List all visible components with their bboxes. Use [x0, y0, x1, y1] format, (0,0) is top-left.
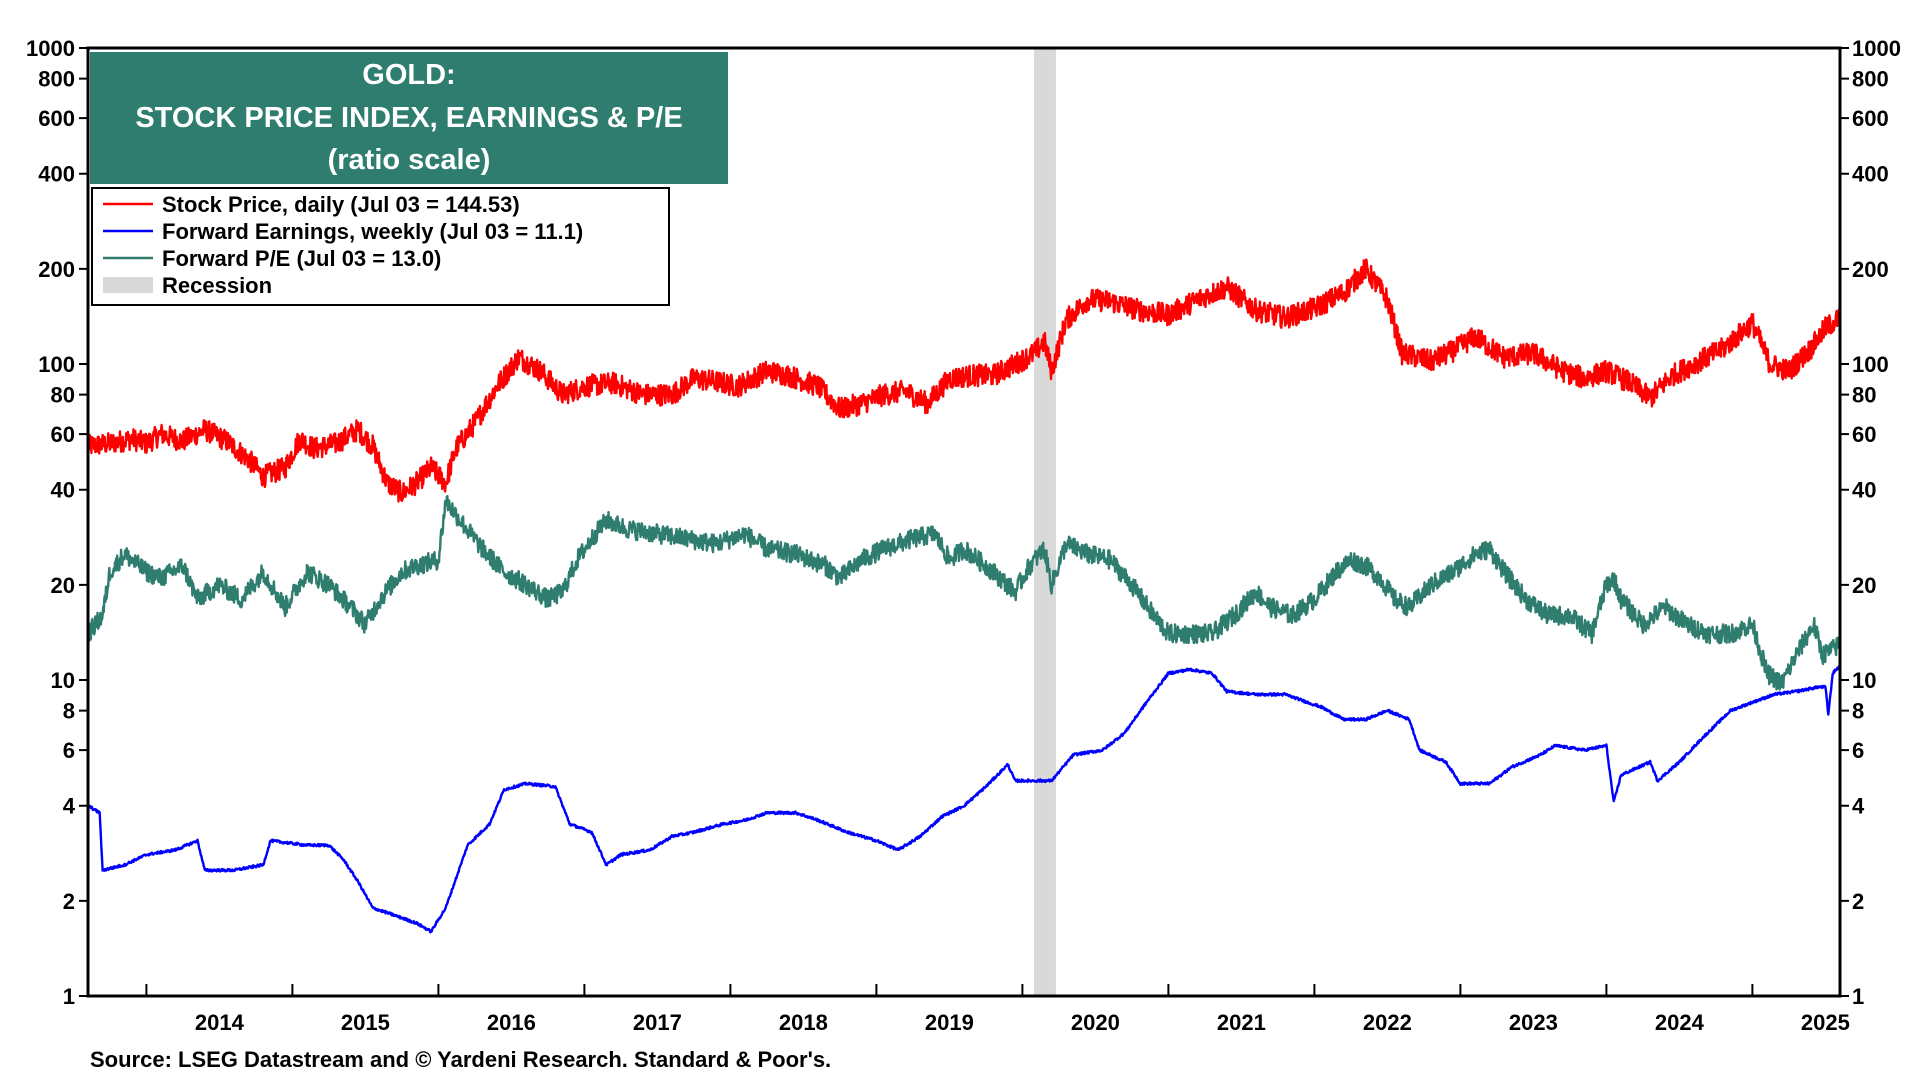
y-left-tick-label: 800 — [38, 67, 75, 92]
y-left-tick-label: 200 — [38, 257, 75, 282]
legend-label-recession: Recession — [162, 273, 272, 298]
x-tick-label: 2025 — [1801, 1010, 1850, 1035]
x-tick-label: 2018 — [779, 1010, 828, 1035]
y-axis-right: 1 2 4 6 8 10 20 40 60 80 100 200 400 600 800 1000 — [1840, 36, 1901, 1009]
y-right-tick-label: 100 — [1852, 352, 1889, 377]
title-line-1: GOLD: — [362, 59, 455, 91]
forward-pe-line — [86, 495, 1842, 691]
x-tick-label: 2023 — [1509, 1010, 1558, 1035]
source-note: Source: LSEG Datastream and © Yardeni Re… — [90, 1047, 831, 1072]
y-left-tick-label: 40 — [51, 478, 75, 503]
legend-box — [91, 187, 670, 306]
y-left-tick-label: 8 — [63, 699, 75, 724]
y-right-tick-label: 2 — [1852, 889, 1864, 914]
y-right-tick-label: 1000 — [1852, 36, 1901, 61]
y-left-tick-label: 600 — [38, 106, 75, 131]
x-tick-label: 2021 — [1217, 1010, 1266, 1035]
y-left-tick-label: 100 — [38, 352, 75, 377]
y-right-tick-label: 400 — [1852, 162, 1889, 187]
recession-band — [1034, 48, 1056, 996]
series-group — [86, 258, 1842, 934]
y-right-tick-label: 40 — [1852, 478, 1876, 503]
x-tick-label: 2022 — [1363, 1010, 1412, 1035]
legend-label-forward-earnings: Forward Earnings, weekly (Jul 03 = 11.1) — [162, 219, 583, 244]
y-left-tick-label: 80 — [51, 383, 75, 408]
legend-label-stock-price: Stock Price, daily (Jul 03 = 144.53) — [162, 192, 520, 217]
y-left-tick-label: 1 — [63, 984, 75, 1009]
plot-frame — [86, 46, 1842, 998]
x-tick-label: 2020 — [1071, 1010, 1120, 1035]
title-line-2: STOCK PRICE INDEX, EARNINGS & P/E — [135, 102, 682, 134]
title-box — [90, 52, 728, 184]
y-right-tick-label: 80 — [1852, 383, 1876, 408]
y-right-tick-label: 6 — [1852, 738, 1864, 763]
x-tick-label: 2015 — [341, 1010, 390, 1035]
x-tick-label: 2014 — [195, 1010, 245, 1035]
forward-earnings-line — [87, 665, 1841, 934]
y-right-tick-label: 10 — [1852, 668, 1876, 693]
y-right-tick-label: 60 — [1852, 422, 1876, 447]
y-left-tick-label: 400 — [38, 162, 75, 187]
y-right-tick-label: 8 — [1852, 699, 1864, 724]
y-left-tick-label: 60 — [51, 422, 75, 447]
stock-price-line — [86, 258, 1842, 503]
x-tick-label: 2016 — [487, 1010, 536, 1035]
y-left-tick-label: 10 — [51, 668, 75, 693]
y-right-tick-label: 800 — [1852, 67, 1889, 92]
y-right-tick-label: 4 — [1852, 794, 1865, 819]
legend-label-forward-pe: Forward P/E (Jul 03 = 13.0) — [162, 246, 441, 271]
x-axis: 2014 2015 2016 2017 2018 2019 2020 2021 2022 2023… — [145, 984, 1850, 1035]
y-right-tick-label: 1 — [1852, 984, 1864, 1009]
y-left-tick-label: 4 — [63, 794, 76, 819]
legend: Stock Price, daily (Jul 03 = 144.53) For… — [91, 187, 670, 306]
y-right-tick-label: 200 — [1852, 257, 1889, 282]
y-left-tick-label: 2 — [63, 889, 75, 914]
y-left-tick-label: 1000 — [26, 36, 75, 61]
y-left-tick-label: 20 — [51, 573, 75, 598]
y-axis-left: 1 2 4 6 8 10 20 40 60 80 100 200 400 600 800 1000 — [26, 36, 88, 1009]
legend-swatch-recession — [103, 277, 153, 293]
x-tick-label: 2019 — [925, 1010, 974, 1035]
y-right-tick-label: 600 — [1852, 106, 1889, 131]
x-tick-label: 2024 — [1655, 1010, 1705, 1035]
y-right-tick-label: 20 — [1852, 573, 1876, 598]
y-left-tick-label: 6 — [63, 738, 75, 763]
x-tick-label: 2017 — [633, 1010, 682, 1035]
title-line-3: (ratio scale) — [328, 144, 491, 176]
